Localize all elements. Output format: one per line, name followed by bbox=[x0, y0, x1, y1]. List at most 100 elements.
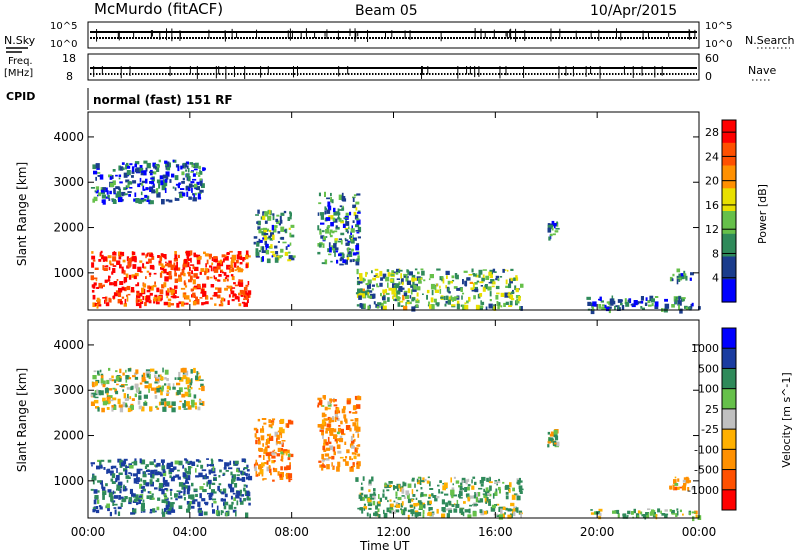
echo-cell bbox=[218, 475, 221, 478]
echo-cell bbox=[505, 491, 509, 495]
echo-cell bbox=[265, 247, 268, 251]
echo-cell bbox=[326, 209, 331, 214]
echo-cell bbox=[272, 234, 275, 240]
echo-cell bbox=[506, 269, 509, 272]
echo-cell bbox=[173, 293, 176, 296]
echo-cell bbox=[169, 287, 172, 290]
echo-cell bbox=[357, 236, 361, 239]
echo-cell bbox=[345, 456, 348, 459]
echo-cell bbox=[348, 411, 352, 414]
echo-cell bbox=[513, 511, 516, 517]
echo-cell bbox=[162, 483, 165, 488]
echo-cell bbox=[134, 192, 137, 197]
echo-cell bbox=[115, 193, 120, 198]
echo-cell bbox=[268, 230, 272, 233]
echo-cell bbox=[139, 177, 142, 182]
echo-cell bbox=[169, 468, 174, 473]
echo-cell bbox=[97, 301, 100, 304]
echo-cell bbox=[117, 511, 121, 516]
echo-cell bbox=[154, 281, 156, 285]
echo-cell bbox=[486, 487, 489, 491]
echo-cell bbox=[433, 298, 437, 303]
echo-cell bbox=[241, 268, 243, 273]
echo-cell bbox=[674, 299, 678, 305]
echo-cell bbox=[210, 267, 213, 272]
echo-cell bbox=[108, 388, 113, 391]
echo-cell bbox=[339, 456, 344, 459]
echo-cell bbox=[258, 455, 262, 458]
echo-cell bbox=[330, 260, 333, 263]
echo-cell bbox=[441, 513, 446, 518]
echo-cell bbox=[462, 480, 465, 483]
echo-cell bbox=[150, 469, 155, 474]
echo-cell bbox=[477, 492, 481, 497]
echo-cell bbox=[336, 259, 339, 264]
echo-cell bbox=[109, 263, 114, 266]
echo-region-6 bbox=[590, 508, 702, 522]
echo-cell bbox=[289, 242, 292, 246]
echo-cell bbox=[152, 508, 156, 513]
echo-cell bbox=[163, 254, 167, 258]
echo-cell bbox=[474, 288, 479, 292]
echo-cell bbox=[156, 179, 161, 184]
echo-cell bbox=[113, 507, 117, 509]
echo-cell bbox=[327, 407, 331, 410]
echo-cell bbox=[205, 263, 207, 268]
echo-cell bbox=[183, 493, 186, 496]
echo-cell bbox=[208, 257, 212, 260]
echo-cell bbox=[213, 268, 219, 273]
echo-cell bbox=[229, 267, 231, 273]
echo-cell bbox=[105, 187, 108, 193]
echo-cell bbox=[98, 282, 103, 288]
echo-cell bbox=[648, 304, 652, 307]
echo-cell bbox=[337, 418, 340, 422]
echo-cell bbox=[415, 497, 418, 500]
echo-cell bbox=[676, 511, 679, 516]
echo-cell bbox=[450, 280, 453, 284]
echo-cell bbox=[679, 308, 683, 314]
echo-cell bbox=[155, 301, 160, 305]
echo-cell bbox=[325, 441, 329, 446]
echo-cell bbox=[190, 505, 195, 509]
echo-cell bbox=[237, 281, 240, 286]
echo-cell bbox=[131, 256, 135, 261]
echo-cell bbox=[515, 288, 519, 293]
echo-cell bbox=[325, 229, 330, 234]
echo-cell bbox=[170, 303, 174, 306]
echo-cell bbox=[617, 513, 620, 519]
echo-cell bbox=[185, 380, 189, 385]
colorbar-swatch bbox=[722, 449, 736, 470]
echo-cell bbox=[187, 262, 190, 268]
echo-cell bbox=[132, 375, 136, 378]
echo-cell bbox=[640, 296, 644, 301]
echo-cell bbox=[164, 369, 169, 375]
echo-cell bbox=[445, 301, 449, 304]
echo-cell bbox=[128, 500, 132, 505]
echo-cell bbox=[375, 513, 379, 516]
echo-cell bbox=[330, 428, 334, 431]
echo-cell bbox=[208, 470, 211, 475]
echo-cell bbox=[191, 461, 196, 466]
echo-cell bbox=[413, 284, 417, 290]
echo-cell bbox=[355, 431, 359, 433]
echo-cell bbox=[258, 229, 262, 234]
echo-cell bbox=[268, 235, 271, 238]
echo-cell bbox=[137, 299, 143, 302]
echo-cell bbox=[235, 260, 239, 264]
echo-cell bbox=[192, 197, 197, 202]
echo-cell bbox=[127, 476, 131, 479]
echo-cell bbox=[459, 508, 464, 514]
echo-cell bbox=[483, 488, 485, 493]
echo-cell bbox=[511, 513, 513, 518]
echo-cell bbox=[131, 493, 136, 495]
echo-cell bbox=[631, 511, 634, 515]
echo-cell bbox=[139, 468, 143, 471]
echo-cell bbox=[429, 304, 432, 309]
echo-cell bbox=[247, 292, 251, 298]
echo-cell bbox=[90, 275, 94, 280]
echo-cell bbox=[167, 501, 171, 507]
echo-cell bbox=[98, 259, 102, 262]
echo-cell bbox=[234, 269, 237, 272]
echo-cell bbox=[111, 481, 116, 484]
echo-cell bbox=[453, 476, 456, 479]
